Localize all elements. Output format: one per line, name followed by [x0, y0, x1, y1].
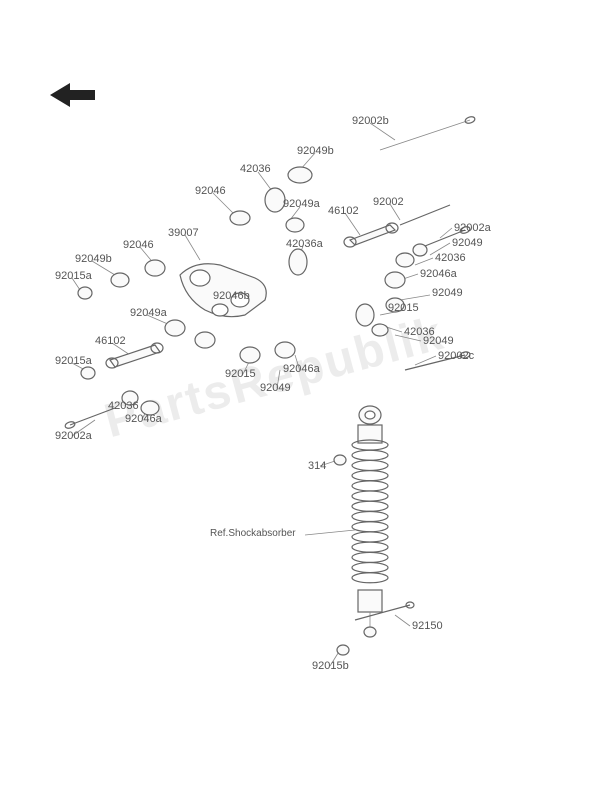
part-label: 92049a [130, 307, 167, 319]
part-label: 42036 [240, 163, 271, 175]
part-label: 92046 [123, 239, 154, 251]
part-label: 42036 [108, 400, 139, 412]
part-label: 92046b [213, 290, 250, 302]
part-label: 92015b [312, 660, 349, 672]
part-label: 92046a [125, 413, 162, 425]
part-label: 92046 [195, 185, 226, 197]
reference-note: Ref.Shockabsorber [210, 528, 296, 539]
part-label: 314 [308, 460, 326, 472]
part-label: 92049b [297, 145, 334, 157]
part-label: 46102 [95, 335, 126, 347]
part-label: 92015 [388, 302, 419, 314]
part-label: 92015 [225, 368, 256, 380]
part-label: 92049 [432, 287, 463, 299]
part-label: 92002c [438, 350, 474, 362]
part-label: 92015a [55, 270, 92, 282]
part-label: 92002a [454, 222, 491, 234]
part-label: 92002b [352, 115, 389, 127]
part-label: 46102 [328, 205, 359, 217]
part-label: 92049b [75, 253, 112, 265]
part-label: 92049a [283, 198, 320, 210]
part-label: 92150 [412, 620, 443, 632]
parts-illustration [0, 0, 600, 785]
part-label: 92046a [283, 363, 320, 375]
part-label: 92049 [452, 237, 483, 249]
part-label: 39007 [168, 227, 199, 239]
part-label: 92015a [55, 355, 92, 367]
diagram-container: PartsRepublik [0, 0, 600, 785]
part-label: 92049 [260, 382, 291, 394]
part-label: 92002 [373, 196, 404, 208]
part-label: 42036a [286, 238, 323, 250]
part-label: 92002a [55, 430, 92, 442]
part-label: 92046a [420, 268, 457, 280]
part-label: 42036 [435, 252, 466, 264]
part-label: 92049 [423, 335, 454, 347]
